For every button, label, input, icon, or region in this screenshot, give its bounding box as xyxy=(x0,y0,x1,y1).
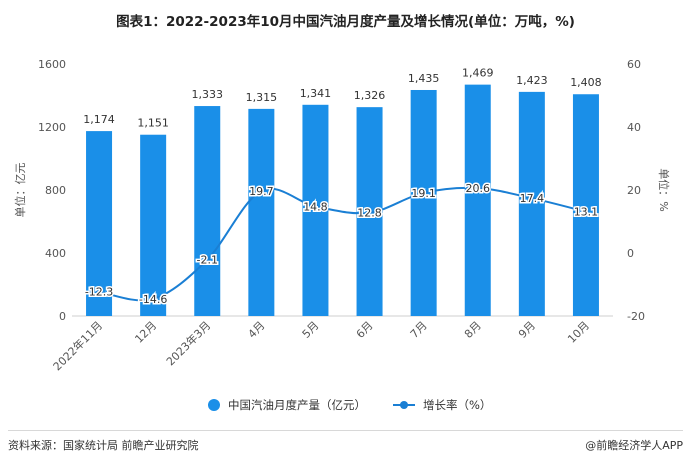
x-tick-label: 7月 xyxy=(408,319,430,341)
bar-value-label: 1,315 xyxy=(246,91,278,104)
y-left-tick-label: 1600 xyxy=(38,58,66,71)
legend-label-production: 中国汽油月度产量（亿元） xyxy=(228,398,366,412)
bar-value-label: 1,174 xyxy=(83,113,115,126)
bar-value-label: 1,469 xyxy=(462,67,494,80)
legend-label-growth: 增长率（%） xyxy=(423,398,492,412)
y-right-tick-label: -20 xyxy=(627,310,645,323)
y-right-tick-label: 0 xyxy=(627,247,634,260)
chart-svg: 0 400 800 1200 1600 -20 0 20 40 60 单位：亿元 单位：% 2022年1… xyxy=(13,58,671,373)
bar xyxy=(464,84,491,316)
line-point xyxy=(474,185,481,192)
y-left-tick-label: 400 xyxy=(45,247,66,260)
source-note: 资料来源：国家统计局 前瞻产业研究院 xyxy=(8,439,199,452)
bar-value-label: 1,408 xyxy=(570,76,602,89)
line-value-label: -14.6 xyxy=(139,293,167,306)
bar-series xyxy=(86,84,599,317)
line-point xyxy=(96,288,103,295)
footer: 资料来源：国家统计局 前瞻产业研究院 @前瞻经济学人APP xyxy=(8,430,683,453)
x-tick-label: 10月 xyxy=(565,319,592,346)
x-tick-label: 9月 xyxy=(516,319,538,341)
legend-bar-swatch xyxy=(208,399,220,411)
bar-value-label: 1,423 xyxy=(516,74,548,87)
legend: 中国汽油月度产量（亿元） 增长率（%） xyxy=(0,397,691,415)
y-right-axis-label: 单位：% xyxy=(657,168,671,211)
line-value-label: -12.3 xyxy=(85,286,113,299)
x-tick-label: 6月 xyxy=(354,319,376,341)
y-left-tick-label: 0 xyxy=(59,310,66,323)
line-point xyxy=(312,203,319,210)
line-series xyxy=(96,185,589,302)
x-tick-label: 12月 xyxy=(132,319,159,346)
legend-line-swatch xyxy=(393,401,415,409)
x-tick-label: 8月 xyxy=(462,319,484,341)
line-value-label: 14.8 xyxy=(303,200,328,213)
data-labels: 1,174 1,151 1,333 1,315 1,341 1,326 1,435 1,469… xyxy=(83,67,602,308)
line-point xyxy=(528,195,535,202)
bar xyxy=(518,91,545,316)
line-point xyxy=(150,295,157,302)
bar-value-label: 1,341 xyxy=(300,87,332,100)
line-point xyxy=(366,209,373,216)
bar-value-label: 1,151 xyxy=(137,117,169,130)
y-right-tick-label: 20 xyxy=(627,184,641,197)
legend-item-growth: 增长率（%） xyxy=(393,397,491,413)
line-value-label: 17.4 xyxy=(520,192,545,205)
line-value-label: 20.6 xyxy=(466,182,491,195)
line-point xyxy=(258,187,265,194)
y-left-tick-label: 1200 xyxy=(38,121,66,134)
line-point xyxy=(420,189,427,196)
line-value-label: 19.7 xyxy=(249,185,274,198)
bar xyxy=(248,108,275,316)
growth-rate-line xyxy=(98,186,587,302)
bar xyxy=(86,131,113,316)
chart-title: 图表1：2022-2023年10月中国汽油月度产量及增长情况(单位：万吨，%) xyxy=(116,14,575,30)
bar xyxy=(194,106,221,317)
bar xyxy=(572,94,599,317)
x-tick-label: 5月 xyxy=(300,319,322,341)
line-value-label: -2.1 xyxy=(197,254,218,267)
y-left-tick-label: 800 xyxy=(45,184,66,197)
x-tick-label: 2022年11月 xyxy=(50,318,105,373)
brand-credit: @前瞻经济学人APP xyxy=(585,439,683,452)
y-right-tick-label: 40 xyxy=(627,121,641,134)
bar xyxy=(140,134,167,316)
line-value-label: 12.8 xyxy=(357,207,382,220)
y-right-tick-label: 60 xyxy=(627,58,641,71)
x-tick-label: 2023年3月 xyxy=(163,318,213,368)
bar-value-label: 1,326 xyxy=(354,89,386,102)
legend-item-production: 中国汽油月度产量（亿元） xyxy=(208,397,366,413)
line-value-label: 19.1 xyxy=(411,187,436,200)
line-point xyxy=(582,208,589,215)
bar xyxy=(302,104,329,316)
bar xyxy=(410,89,437,316)
line-value-label: 13.1 xyxy=(574,206,599,219)
line-point xyxy=(204,256,211,263)
bar-value-label: 1,333 xyxy=(192,88,224,101)
bar-value-label: 1,435 xyxy=(408,72,440,85)
x-tick-label: 4月 xyxy=(246,319,268,341)
y-left-axis-label: 单位：亿元 xyxy=(13,163,27,218)
